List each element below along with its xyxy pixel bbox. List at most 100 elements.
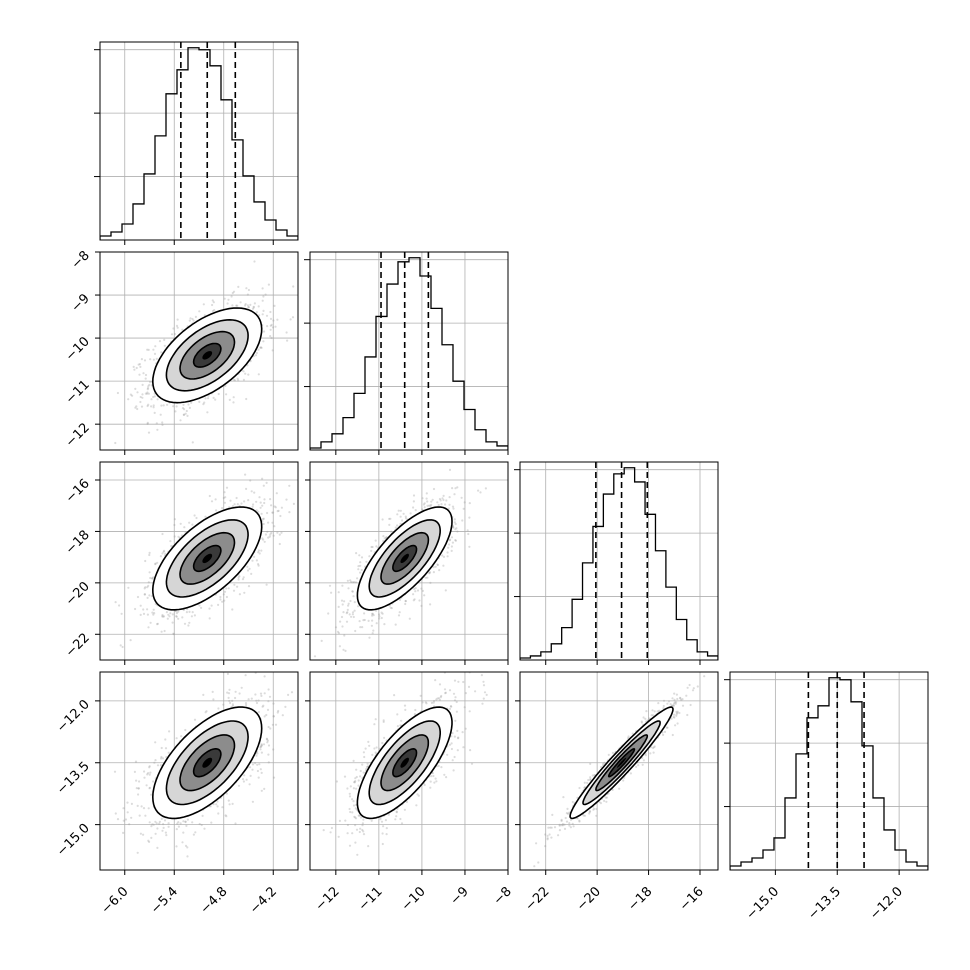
scatter-point xyxy=(262,295,265,298)
scatter-point xyxy=(345,620,349,623)
scatter-point xyxy=(138,814,141,817)
scatter-point xyxy=(232,378,235,381)
scatter-point xyxy=(136,595,140,599)
scatter-point xyxy=(228,699,231,703)
scatter-point xyxy=(263,715,266,718)
scatter-point xyxy=(251,763,255,766)
scatter-point xyxy=(247,585,251,588)
scatter-point xyxy=(167,613,170,616)
scatter-point xyxy=(439,499,442,502)
scatter-point xyxy=(188,521,191,524)
scatter-point xyxy=(193,614,196,617)
scatter-point xyxy=(188,406,191,409)
scatter-point xyxy=(156,428,159,431)
scatter-point xyxy=(235,304,238,307)
scatter-point xyxy=(250,490,253,493)
scatter-point xyxy=(239,301,242,304)
scatter-point xyxy=(438,497,441,501)
scatter-point xyxy=(114,601,117,604)
scatter-point xyxy=(114,441,117,445)
scatter-point xyxy=(151,577,154,580)
y-tick-label: −20 xyxy=(63,579,93,609)
scatter-point xyxy=(191,611,194,614)
scatter-point xyxy=(160,404,163,407)
scatter-point xyxy=(143,593,146,596)
panel-frame xyxy=(519,461,719,661)
scatter-point xyxy=(402,512,405,515)
scatter-point xyxy=(194,315,197,318)
scatter-point xyxy=(351,590,354,593)
scatter-point xyxy=(352,595,355,598)
scatter-point xyxy=(404,602,407,606)
scatter-point xyxy=(431,498,434,501)
scatter-point xyxy=(161,421,164,424)
scatter-point xyxy=(162,404,165,407)
histogram-panel-0 xyxy=(94,41,299,245)
scatter-point xyxy=(208,607,211,610)
scatter-point xyxy=(399,522,402,526)
scatter-point xyxy=(277,509,280,512)
scatter-point xyxy=(191,523,194,526)
scatter-point xyxy=(269,533,272,536)
scatter-point xyxy=(274,325,277,328)
scatter-point xyxy=(276,318,279,321)
scatter-point xyxy=(292,285,295,288)
scatter-point xyxy=(147,392,150,395)
scatter-point xyxy=(270,336,273,340)
scatter-point xyxy=(341,625,344,628)
scatter-point xyxy=(261,477,264,480)
scatter-point xyxy=(132,365,135,368)
scatter-point xyxy=(246,304,249,307)
scatter-point xyxy=(202,693,205,697)
scatter-point xyxy=(371,612,374,616)
scatter-point xyxy=(219,598,222,601)
scatter-point xyxy=(183,526,186,529)
scatter-point xyxy=(175,612,178,615)
scatter-point xyxy=(146,392,149,395)
scatter-point xyxy=(229,701,232,705)
scatter-point xyxy=(226,672,229,676)
scatter-point xyxy=(372,629,375,632)
scatter-point xyxy=(156,846,159,850)
contour-line xyxy=(179,330,236,380)
scatter-point xyxy=(177,535,180,538)
y-tick-label: −8 xyxy=(69,248,93,272)
scatter-point xyxy=(229,499,232,502)
y-tick-label: −9 xyxy=(69,291,93,315)
scatter-point xyxy=(383,623,386,626)
scatter-point xyxy=(161,829,164,832)
gridlines xyxy=(520,462,718,660)
scatter-point xyxy=(233,583,236,586)
scatter-point xyxy=(286,339,289,342)
scatter-point xyxy=(247,306,250,309)
scatter-point xyxy=(374,539,377,542)
scatter-point xyxy=(252,305,255,308)
scatter-point xyxy=(442,494,445,497)
scatter-point xyxy=(456,486,459,489)
scatter-point xyxy=(259,748,262,751)
scatter-point xyxy=(146,348,149,351)
scatter-point xyxy=(244,304,247,307)
scatter-point xyxy=(158,340,162,343)
scatter-point xyxy=(147,807,150,810)
scatter-point xyxy=(260,512,263,515)
scatter-point xyxy=(138,373,141,376)
scatter-point xyxy=(139,400,142,404)
scatter-point xyxy=(375,622,378,625)
scatter-point xyxy=(175,405,178,408)
scatter-point xyxy=(342,648,345,651)
scatter-point xyxy=(368,555,371,558)
scatter-point xyxy=(210,821,213,824)
scatter-point xyxy=(152,608,155,611)
scatter-point xyxy=(233,379,237,382)
scatter-point xyxy=(146,404,149,408)
scatter-point xyxy=(139,604,142,607)
scatter-point xyxy=(183,413,186,416)
scatter-point xyxy=(404,515,407,518)
scatter-point xyxy=(261,504,264,507)
scatter-point xyxy=(179,522,182,525)
scatter-point xyxy=(195,516,198,520)
scatter-point xyxy=(231,505,235,508)
scatter-point xyxy=(152,780,155,783)
scatter-point xyxy=(257,564,260,567)
